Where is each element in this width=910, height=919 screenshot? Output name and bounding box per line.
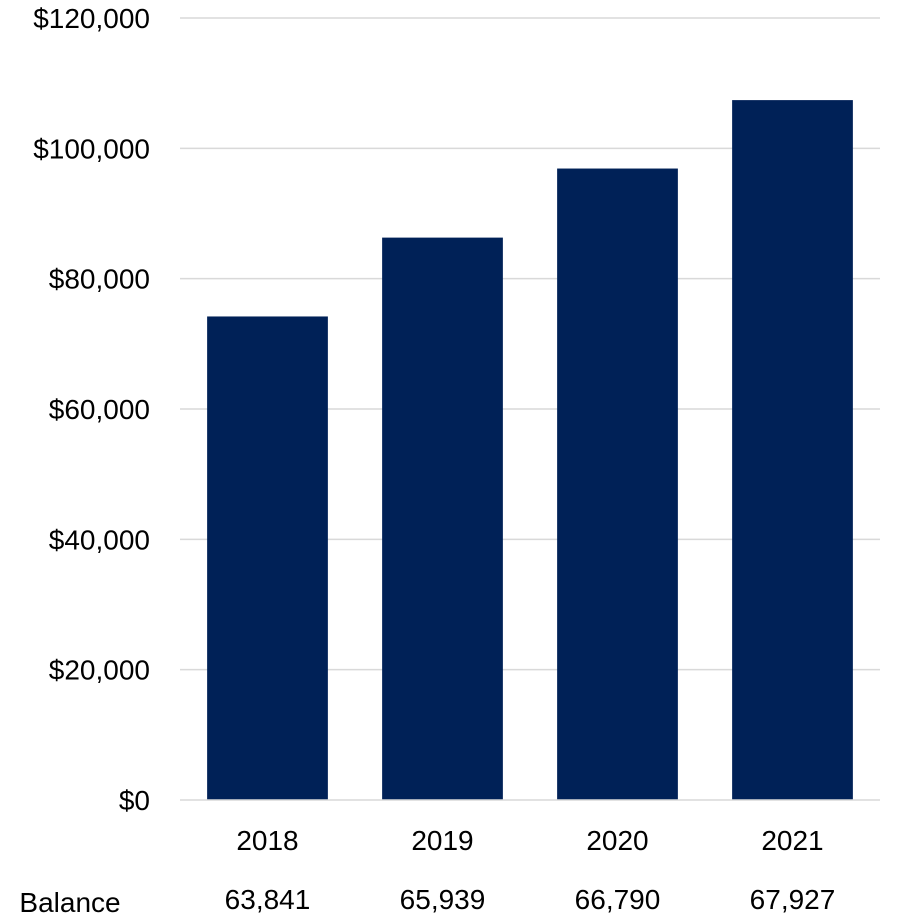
y-axis-tick-labels: $0 $20,000 $40,000 $60,000 $80,000 $100,000 $1… — [33, 3, 150, 816]
data-table-row-label: Balance — [19, 887, 120, 918]
data-table: Balance 63,841 65,939 66,790 67,927 — [19, 884, 835, 918]
data-table-value: 65,939 — [400, 884, 486, 915]
data-table-value: 66,790 — [575, 884, 661, 915]
bar — [207, 316, 328, 800]
data-table-value: 63,841 — [225, 884, 311, 915]
bar — [557, 168, 678, 800]
y-tick-label: $100,000 — [33, 133, 150, 164]
data-table-value: 67,927 — [750, 884, 836, 915]
x-tick-label: 2020 — [586, 825, 648, 856]
y-tick-label: $40,000 — [49, 524, 150, 555]
y-tick-label: $120,000 — [33, 3, 150, 34]
x-tick-label: 2021 — [761, 825, 823, 856]
x-tick-label: 2019 — [411, 825, 473, 856]
x-axis-tick-labels: 2018 2019 2020 2021 — [236, 825, 823, 856]
bars — [207, 100, 853, 801]
y-tick-label: $20,000 — [49, 655, 150, 686]
y-tick-label: $0 — [119, 785, 150, 816]
y-tick-label: $80,000 — [49, 264, 150, 295]
bar — [732, 100, 853, 801]
x-tick-label: 2018 — [236, 825, 298, 856]
y-tick-label: $60,000 — [49, 394, 150, 425]
bar — [382, 237, 503, 800]
